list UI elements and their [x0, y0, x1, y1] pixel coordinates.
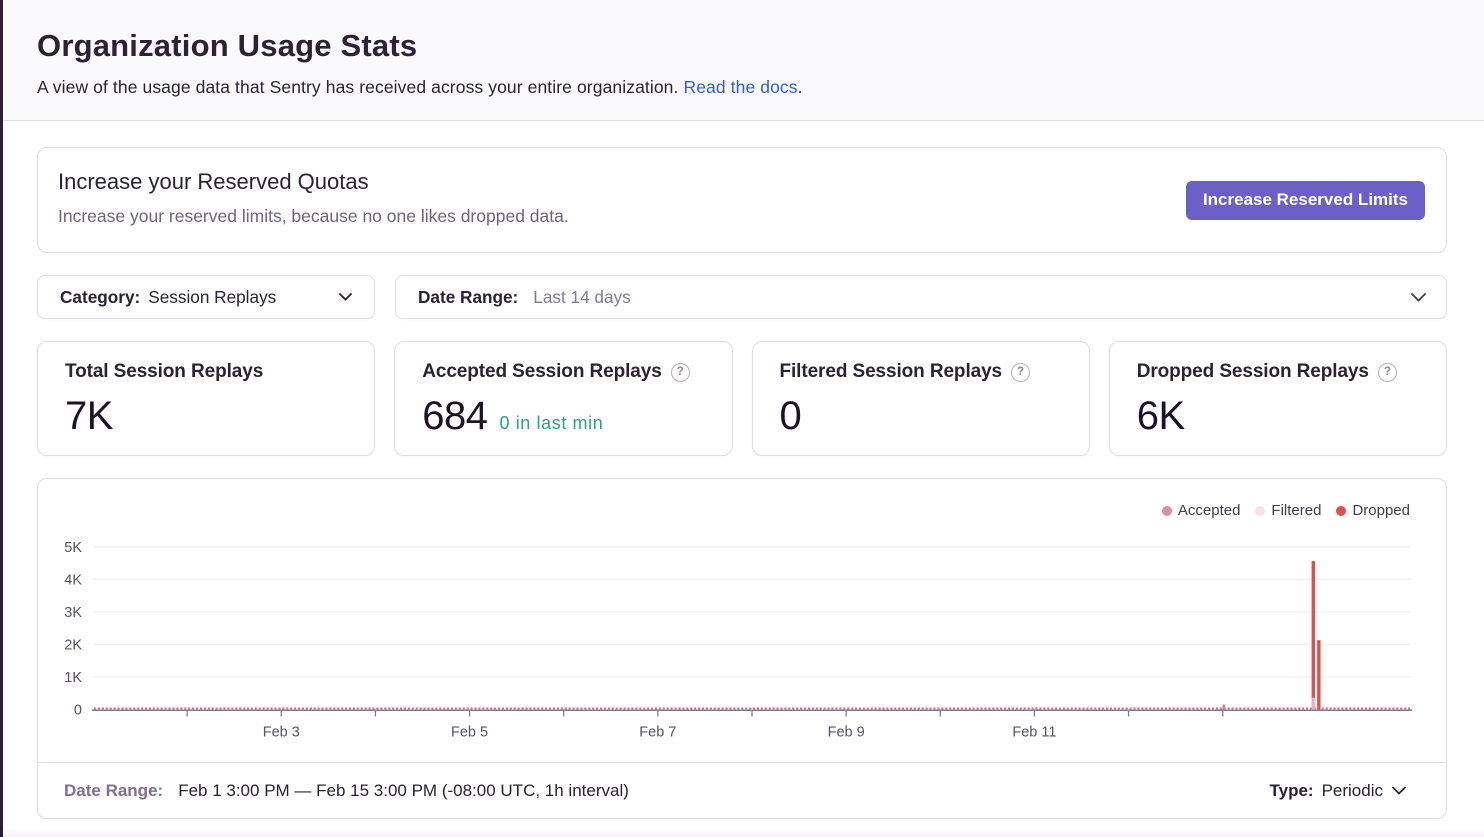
svg-text:1K: 1K: [64, 670, 82, 686]
stat-card-header: Filtered Session Replays?: [780, 361, 1069, 383]
svg-text:3K: 3K: [64, 605, 82, 621]
stat-card-value-row: 684 0 in last min: [422, 394, 711, 438]
page-title: Organization Usage Stats: [37, 28, 418, 63]
stats-grid: Total Session Replays 7K Accepted Session …: [37, 341, 1447, 456]
usage-bar-chart: 0 1K 2K 3K 4K 5K Feb 3 Feb 5 Feb 7 Feb 9 Feb 11: [64, 540, 1412, 741]
stat-card-value-row: 7K: [65, 394, 354, 438]
page-header: Organization Usage Stats A view of the u…: [0, 0, 1484, 121]
legend-label: Filtered: [1271, 502, 1322, 519]
legend-item-filtered[interactable]: Filtered: [1255, 502, 1321, 519]
svg-text:Feb 11: Feb 11: [1012, 725, 1056, 741]
help-icon[interactable]: ?: [670, 362, 690, 382]
svg-text:2K: 2K: [64, 638, 82, 654]
page-subtitle-suffix: .: [797, 77, 803, 97]
read-the-docs-link[interactable]: Read the docs: [683, 77, 798, 97]
chart-legend: Accepted Filtered Dropped: [1161, 502, 1410, 519]
filter-row: Category: Session Replays Date Range: La…: [37, 275, 1447, 319]
chart-footer: Date Range: Feb 1 3:00 PM — Feb 15 3:00 …: [38, 762, 1446, 818]
legend-dot-icon: [1161, 505, 1172, 516]
main-content: Increase your Reserved Quotas Increase y…: [0, 147, 1484, 819]
svg-text:5K: 5K: [64, 540, 82, 556]
stat-card-header: Accepted Session Replays?: [422, 361, 711, 383]
svg-text:Feb 5: Feb 5: [451, 725, 488, 741]
date-range-select-label: Date Range:: [418, 286, 519, 307]
sidebar-edge: [0, 0, 3, 837]
usage-chart-card: Accepted Filtered Dropped 0 1K 2K 3K 4K 5K Feb 3…: [37, 478, 1447, 819]
svg-text:Feb 3: Feb 3: [263, 725, 300, 741]
stat-card: Accepted Session Replays? 684 0 in last mi…: [394, 341, 733, 456]
stat-card-value: 0: [779, 394, 802, 438]
legend-label: Dropped: [1352, 502, 1410, 519]
svg-text:0: 0: [74, 703, 82, 719]
date-range-select-value: Last 14 days: [533, 286, 631, 307]
chart-type-select[interactable]: Type: Periodic: [1270, 781, 1407, 801]
legend-dot-icon: [1336, 505, 1347, 516]
help-icon[interactable]: ?: [1377, 362, 1397, 382]
stat-card-subvalue: 0 in last min: [499, 413, 604, 433]
chevron-down-icon: [339, 293, 352, 301]
stat-card-value: 684: [422, 394, 488, 438]
page-subtitle: A view of the usage data that Sentry has…: [37, 75, 1447, 99]
help-icon[interactable]: ?: [1011, 362, 1031, 382]
stat-card-value-row: 0: [780, 394, 1069, 438]
quota-banner-title: Increase your Reserved Quotas: [58, 168, 369, 194]
category-select-label: Category:: [60, 286, 141, 307]
svg-text:Feb 9: Feb 9: [828, 725, 865, 741]
increase-reserved-limits-button[interactable]: Increase Reserved Limits: [1185, 180, 1425, 220]
quota-banner: Increase your Reserved Quotas Increase y…: [37, 147, 1447, 253]
chevron-down-icon: [1411, 293, 1426, 302]
legend-dot-icon: [1255, 505, 1266, 516]
legend-label: Accepted: [1177, 502, 1241, 519]
chart-type-value: Periodic: [1321, 780, 1383, 800]
chart-footer-date-range-label: Date Range:: [64, 780, 164, 800]
stat-card-header: Total Session Replays: [65, 361, 354, 383]
chevron-down-icon: [1392, 782, 1406, 800]
svg-text:4K: 4K: [64, 573, 82, 589]
svg-text:Feb 7: Feb 7: [639, 725, 676, 741]
stat-card-label: Dropped Session Replays: [1136, 361, 1369, 382]
quota-banner-text: Increase your Reserved Quotas Increase y…: [58, 169, 569, 227]
stat-card-header: Dropped Session Replays?: [1137, 361, 1426, 383]
stat-card-value-row: 6K: [1137, 394, 1426, 438]
chart-type-label: Type:: [1269, 780, 1314, 800]
date-range-select[interactable]: Date Range: Last 14 days: [395, 275, 1447, 319]
bottom-strip: [0, 829, 1484, 837]
legend-item-accepted[interactable]: Accepted: [1161, 502, 1241, 519]
category-select-value: Session Replays: [148, 286, 277, 307]
stat-card: Dropped Session Replays? 6K: [1108, 341, 1447, 456]
stat-card-value: 6K: [1136, 394, 1185, 438]
stat-card-label: Filtered Session Replays: [779, 361, 1003, 382]
stat-card-label: Accepted Session Replays: [422, 361, 662, 382]
chart-footer-date-range-value: Feb 1 3:00 PM — Feb 15 3:00 PM (-08:00 U…: [178, 780, 629, 800]
page-subtitle-text: A view of the usage data that Sentry has…: [37, 77, 684, 97]
quota-banner-description: Increase your reserved limits, because n…: [58, 205, 569, 226]
stat-card-label: Total Session Replays: [65, 361, 264, 382]
stat-card: Filtered Session Replays? 0: [751, 341, 1090, 456]
stat-card-value: 7K: [65, 394, 113, 438]
stat-card: Total Session Replays 7K: [37, 341, 376, 456]
legend-item-dropped[interactable]: Dropped: [1336, 502, 1410, 519]
category-select[interactable]: Category: Session Replays: [37, 275, 375, 319]
